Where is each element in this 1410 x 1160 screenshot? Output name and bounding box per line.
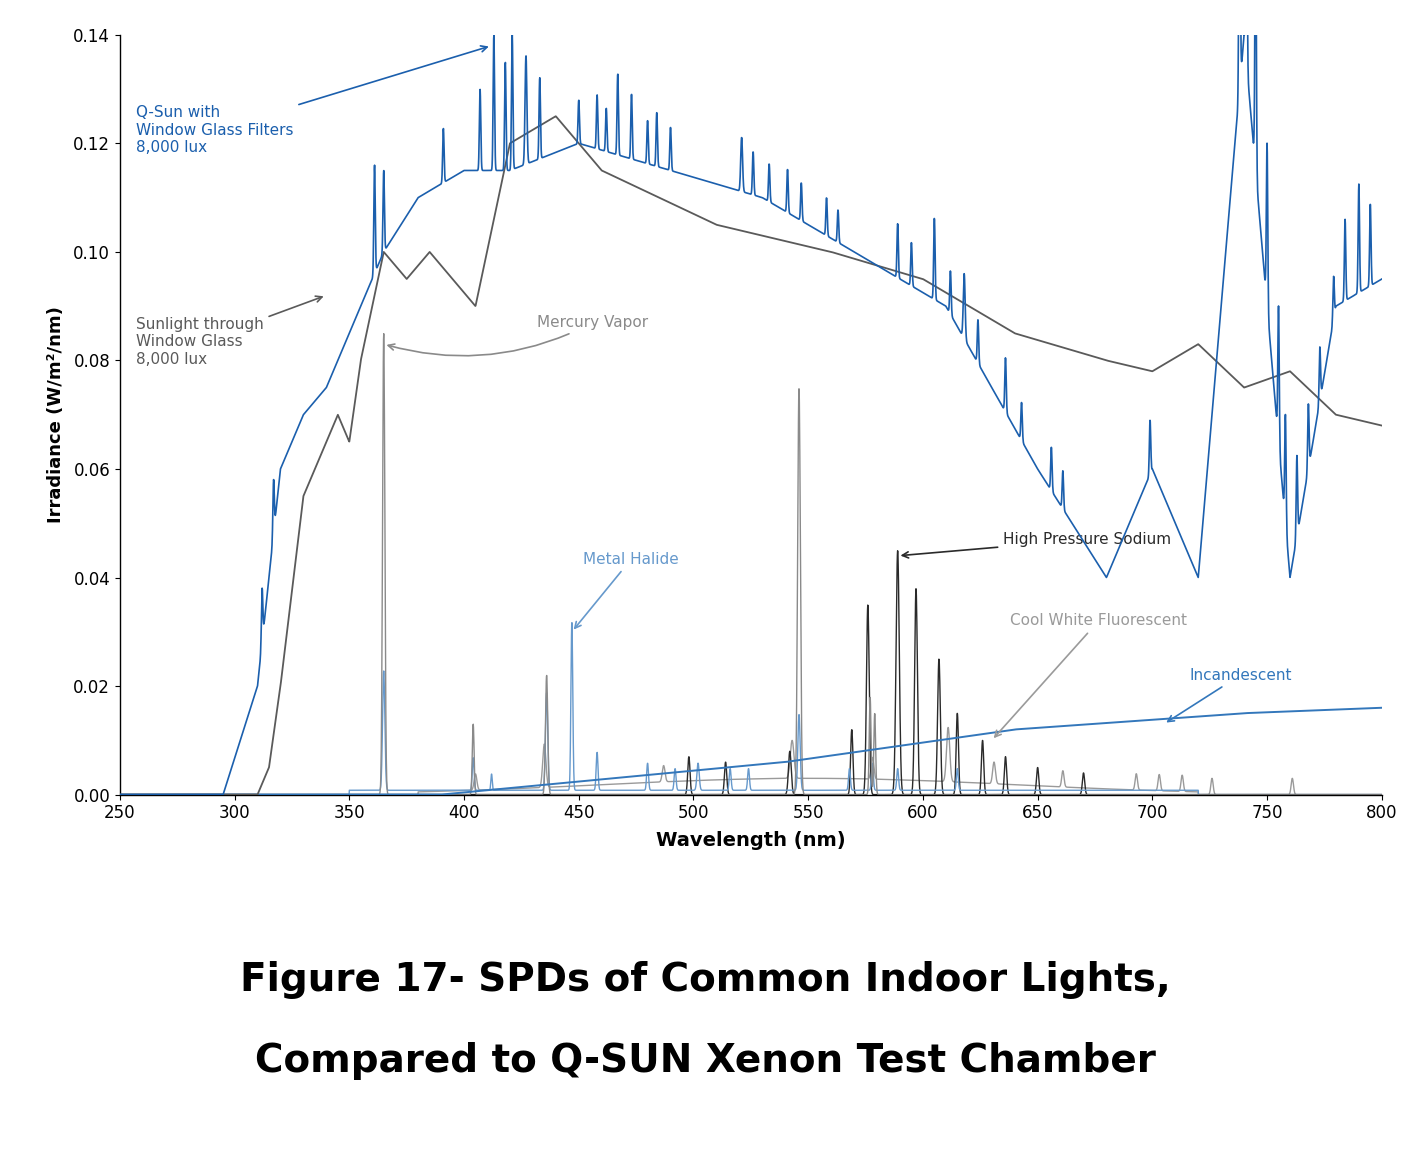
Text: Metal Halide: Metal Halide bbox=[575, 552, 680, 629]
Text: Mercury Vapor: Mercury Vapor bbox=[388, 314, 649, 356]
Text: Cool White Fluorescent: Cool White Fluorescent bbox=[995, 614, 1187, 737]
Text: Incandescent: Incandescent bbox=[1167, 668, 1292, 722]
Text: Q-Sun with
Window Glass Filters
8,000 lux: Q-Sun with Window Glass Filters 8,000 lu… bbox=[135, 46, 486, 155]
Y-axis label: Irradiance (W/m²/nm): Irradiance (W/m²/nm) bbox=[47, 306, 65, 523]
Text: High Pressure Sodium: High Pressure Sodium bbox=[902, 532, 1172, 558]
X-axis label: Wavelength (nm): Wavelength (nm) bbox=[656, 831, 846, 849]
Text: Figure 17- SPDs of Common Indoor Lights,: Figure 17- SPDs of Common Indoor Lights, bbox=[240, 962, 1170, 999]
Text: Compared to Q-SUN Xenon Test Chamber: Compared to Q-SUN Xenon Test Chamber bbox=[255, 1043, 1155, 1080]
Text: Sunlight through
Window Glass
8,000 lux: Sunlight through Window Glass 8,000 lux bbox=[135, 296, 321, 367]
